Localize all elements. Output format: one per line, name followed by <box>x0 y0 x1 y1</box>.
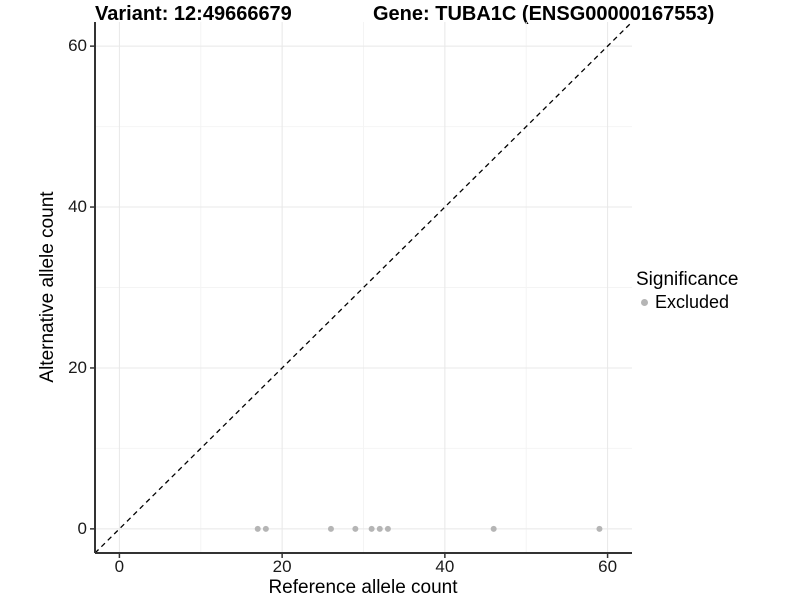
data-point <box>490 525 497 532</box>
data-point <box>376 525 383 532</box>
y-tick-label: 0 <box>77 518 87 538</box>
plot-title-variant: Variant: 12:49666679 <box>95 3 292 25</box>
x-tick-label: 60 <box>598 557 618 576</box>
data-point <box>368 525 375 532</box>
x-tick-label: 0 <box>114 557 125 576</box>
x-tick-label: 40 <box>435 557 455 576</box>
legend-item: Excluded <box>636 292 738 313</box>
data-point <box>254 525 261 532</box>
legend: Significance Excluded <box>636 268 738 313</box>
x-axis-label: Reference allele count <box>268 577 458 598</box>
y-tick-label: 20 <box>68 357 87 377</box>
legend-items: Excluded <box>636 292 738 313</box>
plot-title-gene: Gene: TUBA1C (ENSG00000167553) <box>373 3 715 25</box>
legend-point-icon <box>641 299 648 306</box>
data-point <box>327 525 334 532</box>
y-tick-label: 40 <box>68 197 87 217</box>
data-point <box>384 525 391 532</box>
y-axis-label: Alternative allele count <box>37 191 58 383</box>
y-tick-label: 60 <box>68 36 87 56</box>
data-point <box>352 525 359 532</box>
x-tick-label: 20 <box>272 557 292 576</box>
data-point <box>262 525 269 532</box>
legend-item-label: Excluded <box>655 292 730 312</box>
data-point <box>596 525 603 532</box>
legend-title: Significance <box>636 269 739 290</box>
